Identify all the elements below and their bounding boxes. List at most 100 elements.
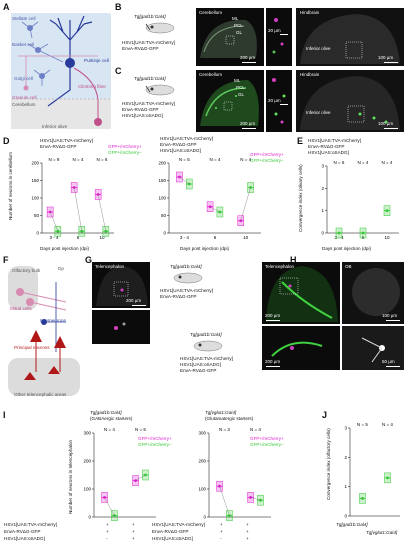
e-title2: EnvA-RVΔG-GFP: [308, 144, 345, 149]
condition-sign: +: [132, 529, 135, 534]
golgi-label: Golgi cell: [14, 76, 33, 81]
panel-label-d: D: [3, 136, 10, 146]
d-legend-neg-right: GFP+/mCherry−: [250, 158, 284, 163]
condition-sign: +: [106, 529, 109, 534]
panel-label-i: I: [3, 410, 6, 420]
c-virus3: HSV1[UAS:oSADG]: [122, 113, 163, 118]
climbing-label: Climbing fiber: [78, 84, 107, 89]
f-dp-label: Dp: [58, 266, 64, 271]
n-label: N = 5: [334, 160, 345, 165]
b-scalebar-200: [242, 62, 256, 63]
gh-virus2: HSV1[UAS:oSADG]: [180, 362, 221, 367]
gh-line: Tg[gad1b:Gal4]: [190, 332, 222, 337]
y-tick-label: 0: [36, 231, 39, 236]
b-pcl: PCL: [234, 23, 243, 28]
c-gl: GL: [238, 92, 245, 97]
y-tick-label: 2: [344, 455, 347, 460]
y-tick-label: 200: [31, 161, 39, 166]
condition-sign: +: [220, 529, 223, 534]
g-virus1: HSV1[UAS:TVA-mCherry]: [160, 288, 214, 293]
c-scale-20: 20 µm: [268, 98, 281, 103]
i-legend-neg-right: GFP+/mCherry−: [250, 442, 284, 447]
pair-line: [73, 187, 83, 232]
c-fish-icon: [145, 84, 175, 96]
b-scalebar-20: [280, 34, 288, 35]
h-ob-title: OB: [345, 264, 352, 269]
g-virus2: EnvA-RVΔG-GFP: [160, 294, 197, 299]
x-tick-label: 3 - 4: [49, 235, 59, 240]
n-label: N = 9: [49, 157, 60, 162]
data-point: [103, 496, 106, 499]
d-right-chart: 0 50 100 150 200 3 - 4 N = 5 6 N = 4 10 N = 4: [158, 157, 261, 240]
d-right-title1: HSV1[UAS:TVA-mCherry]: [160, 136, 214, 141]
y-tick-label: 150: [31, 178, 39, 183]
n-label: N = 5: [135, 427, 146, 432]
b-hb-scale: 100 µm: [378, 55, 394, 60]
c-scalebar-200: [242, 128, 256, 129]
h-tel-title: Telencephalon: [265, 264, 295, 269]
h-telencephalon-image: Telencephalon 200 µm: [262, 262, 340, 324]
h-scalebar-100: [386, 320, 400, 321]
d-right-xlabel: Days post injection (dpi): [180, 246, 230, 251]
d-right-title2: EnvA-RVΔG-GFP: [160, 142, 197, 147]
pair-line: [179, 176, 190, 185]
y-tick-label: 0: [163, 231, 166, 236]
g-scale: 200 µm: [126, 298, 142, 303]
data-point: [218, 484, 221, 488]
y-tick-label: 3: [344, 426, 347, 431]
gh-fish-icon: [193, 340, 223, 352]
n-label: N = 5: [357, 422, 368, 427]
j-cat1: Tg[gad1b:Gal4]: [336, 522, 368, 527]
pair-line: [250, 497, 261, 501]
g-tel-title: Telencephalon: [95, 264, 125, 269]
f-other-label: Other telencephalic areas: [14, 392, 67, 397]
g-line: Tg[gad1b:Gal4]: [170, 264, 202, 269]
b-virus1: HSV1[UAS:TVA-mCherry]: [122, 40, 176, 45]
basket-label: Basket cell: [12, 42, 35, 47]
c-cerebellum-title: Cerebellum: [199, 72, 223, 77]
b-line: Tg[gad1b:Gal4]: [134, 14, 166, 19]
inferior-olive-label: Inferior olive: [42, 124, 68, 129]
y-tick-label: 300: [198, 431, 206, 436]
condition-sign: -: [220, 536, 222, 541]
e-ylabel: Convergence index (olivary cells): [298, 164, 303, 232]
pair-line: [209, 206, 221, 213]
g-fish-icon: [173, 272, 203, 284]
i-legend-pos-left: GFP+/mCherry+: [138, 436, 172, 441]
c-line: Tg[gad1b:Gal4]: [134, 76, 166, 81]
h-scale-50: 50 µm: [382, 359, 395, 364]
b-hb-scalebar: [384, 62, 398, 63]
i-row2-b: EnvA-RVΔG-GFP: [152, 529, 189, 534]
h-scale-200a: 200 µm: [265, 313, 281, 318]
i-row3-b: HSV1[UAS:oSADG]: [152, 536, 193, 541]
h-zoom-image: 200 µm: [262, 326, 340, 370]
i-left-chart: 0 100 200 300 N = 4 N = 5: [83, 427, 156, 521]
n-label: N = 4: [73, 157, 84, 162]
d-legend-neg: GFP+/mCherry−: [108, 150, 142, 155]
i-right-signs: + + + + - +: [212, 522, 272, 544]
condition-sign: +: [220, 522, 223, 527]
f-ob-label: Olfactory bulb: [12, 268, 41, 273]
e-chart: 0 1 2 3 3 - 4 N = 5 6 N = 4 10 N = 4: [321, 160, 399, 240]
pair-line: [49, 211, 59, 232]
i-legend-neg-left: GFP+/mCherry−: [138, 442, 172, 447]
b-virus2: EnvA-RVΔG-GFP: [122, 46, 159, 51]
data-point: [249, 496, 252, 499]
pair-line: [219, 486, 230, 516]
i-row2: EnvA-RVΔG-GFP: [4, 529, 41, 534]
e-title1: HSV1[UAS:TVA-mCherry]: [308, 138, 362, 143]
h-scalebar-200a: [266, 320, 280, 321]
d-legend-pos-right: GFP+/mCherry+: [250, 152, 284, 157]
x-tick-label: 3 - 4: [180, 235, 190, 240]
data-point: [218, 210, 222, 214]
data-point: [361, 497, 364, 500]
panel-label-g: G: [85, 255, 93, 265]
i-left-sub: (GABAergic starters): [90, 416, 133, 421]
c-pcl: PCL: [236, 85, 245, 90]
panel-label-c: C: [115, 66, 122, 76]
y-tick-label: 0: [203, 515, 206, 520]
panel-label-e: E: [297, 136, 304, 146]
x-tick-label: 10: [384, 235, 390, 240]
y-tick-label: 100: [83, 487, 91, 492]
y-tick-label: 2: [321, 186, 324, 191]
